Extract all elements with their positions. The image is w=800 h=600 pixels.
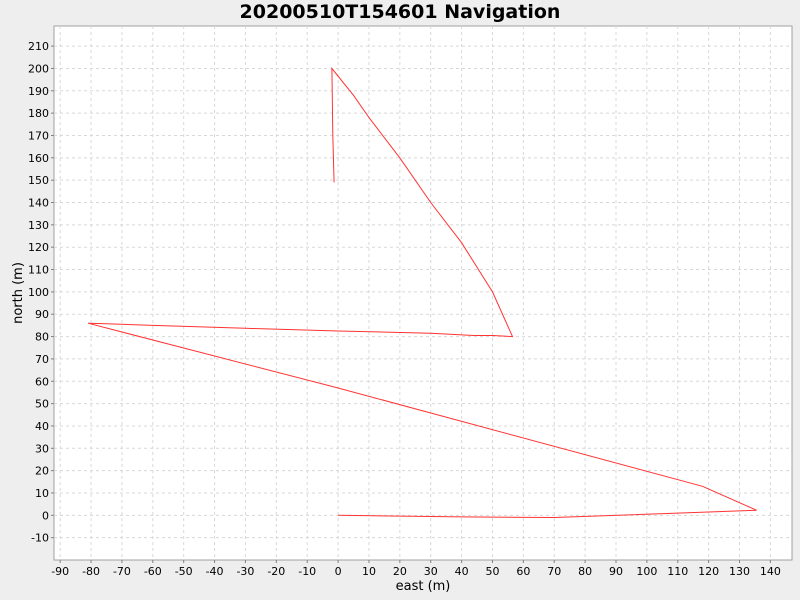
y-tick-label: 10 <box>35 487 49 500</box>
plot-area <box>53 25 793 561</box>
y-tick-label: 180 <box>28 107 49 120</box>
y-tick-label: 150 <box>28 174 49 187</box>
x-tick-label: -30 <box>236 565 254 578</box>
y-tick-label: 130 <box>28 219 49 232</box>
series-layer <box>87 67 757 519</box>
y-tick-label: 50 <box>35 398 49 411</box>
y-tick-label: 40 <box>35 420 49 433</box>
y-tick-label: 140 <box>28 197 49 210</box>
x-tick-label: 40 <box>455 565 469 578</box>
y-tick-label: 170 <box>28 129 49 142</box>
y-axis-ticks: -10 0 10 20 30 40 50 60 70 80 90 100 110 120 130 140 150… <box>28 40 54 545</box>
x-tick-label: 10 <box>362 565 376 578</box>
x-tick-label: 30 <box>424 565 438 578</box>
y-tick-label: 160 <box>28 152 49 165</box>
x-tick-label: 140 <box>760 565 781 578</box>
chart-title: 20200510T154601 Navigation <box>239 1 561 23</box>
y-tick-label: 80 <box>35 331 49 344</box>
x-tick-label: 90 <box>609 565 623 578</box>
x-tick-label: 70 <box>547 565 561 578</box>
x-axis-label: east (m) <box>396 579 451 594</box>
x-tick-label: 120 <box>698 565 719 578</box>
x-tick-label: 130 <box>729 565 750 578</box>
y-tick-label: 200 <box>28 62 49 75</box>
y-axis-label: north (m) <box>11 262 26 324</box>
y-tick-label: 210 <box>28 40 49 53</box>
y-tick-label: -10 <box>31 532 49 545</box>
x-tick-label: -10 <box>298 565 316 578</box>
y-tick-label: 190 <box>28 85 49 98</box>
x-tick-label: 0 <box>335 565 342 578</box>
y-tick-label: 0 <box>42 509 49 522</box>
y-tick-label: 60 <box>35 375 49 388</box>
x-tick-label: 100 <box>636 565 657 578</box>
y-tick-label: 90 <box>35 308 49 321</box>
y-tick-label: 20 <box>35 465 49 478</box>
series-line <box>87 67 757 519</box>
x-tick-label: -20 <box>267 565 285 578</box>
y-tick-label: 70 <box>35 353 49 366</box>
x-tick-label: 80 <box>578 565 592 578</box>
y-tick-label: 100 <box>28 286 49 299</box>
x-tick-label: 110 <box>667 565 688 578</box>
x-axis-ticks: -90 -80 -70 -60 -50 -40 -30 -20 -10 0 10 20 30 40 50 60… <box>51 560 781 578</box>
x-tick-label: -60 <box>144 565 162 578</box>
x-tick-label: -40 <box>206 565 224 578</box>
x-tick-label: -80 <box>82 565 100 578</box>
x-tick-label: 60 <box>516 565 530 578</box>
x-tick-label: -70 <box>113 565 131 578</box>
x-tick-label: -50 <box>175 565 193 578</box>
x-tick-label: 20 <box>393 565 407 578</box>
x-tick-label: 50 <box>485 565 499 578</box>
y-tick-label: 110 <box>28 264 49 277</box>
y-tick-label: 30 <box>35 442 49 455</box>
x-tick-label: -90 <box>51 565 69 578</box>
y-tick-label: 120 <box>28 241 49 254</box>
